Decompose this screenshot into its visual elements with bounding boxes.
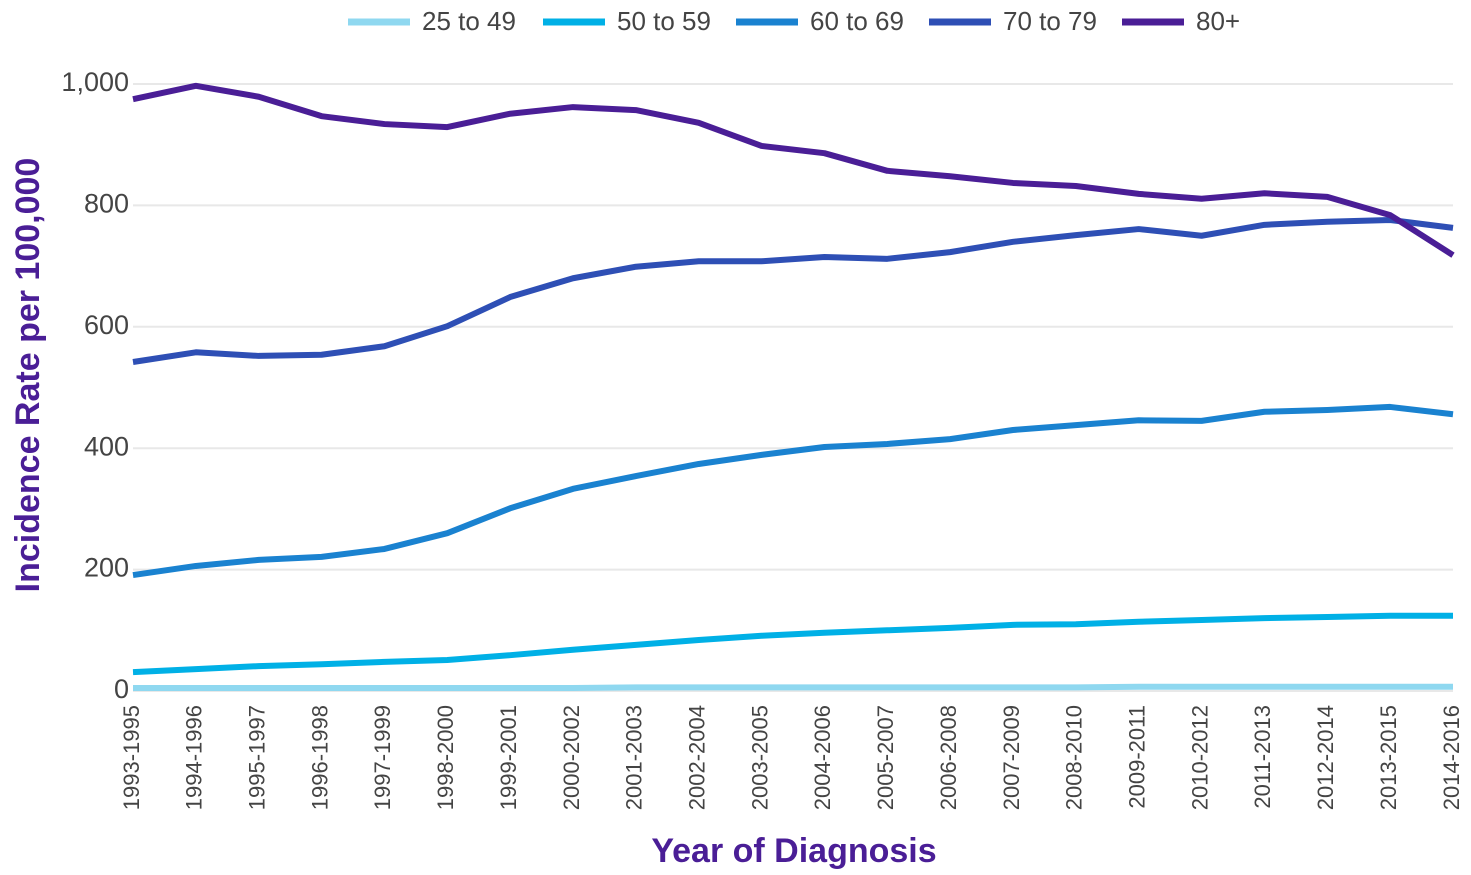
x-tick-label: 1998-2000 bbox=[433, 705, 458, 810]
legend-label: 80+ bbox=[1196, 6, 1240, 36]
x-tick-label: 2003-2005 bbox=[747, 705, 772, 810]
x-tick-label: 1995-1997 bbox=[245, 705, 270, 810]
x-tick-label: 1996-1998 bbox=[307, 705, 332, 810]
x-tick-label: 2005-2007 bbox=[873, 705, 898, 810]
line-series bbox=[132, 403, 1454, 579]
y-tick-label: 1,000 bbox=[61, 67, 129, 97]
x-tick-label: 2006-2008 bbox=[936, 705, 961, 810]
x-tick-label: 2010-2012 bbox=[1187, 705, 1212, 810]
y-tick-label: 200 bbox=[84, 553, 129, 583]
y-tick-label: 0 bbox=[114, 674, 129, 704]
legend-label: 70 to 79 bbox=[1003, 6, 1097, 36]
legend-label: 50 to 59 bbox=[617, 6, 711, 36]
x-tick-label: 2008-2010 bbox=[1062, 705, 1087, 810]
x-tick-label: 2012-2014 bbox=[1313, 705, 1338, 810]
legend-label: 60 to 69 bbox=[810, 6, 904, 36]
line-series bbox=[132, 612, 1453, 676]
legend-label: 25 to 49 bbox=[422, 6, 516, 36]
x-tick-label: 2000-2002 bbox=[559, 705, 584, 810]
x-tick-label: 1993-1995 bbox=[119, 705, 144, 810]
line-series bbox=[133, 683, 1453, 691]
y-tick-label: 600 bbox=[84, 310, 129, 340]
x-tick-label: 2007-2009 bbox=[999, 705, 1024, 810]
y-tick-label: 800 bbox=[84, 189, 129, 219]
x-tick-label: 2014-2016 bbox=[1439, 705, 1464, 810]
x-tick-label: 2004-2006 bbox=[810, 705, 835, 810]
y-axis-title: Incidence Rate per 100,000 bbox=[9, 158, 47, 593]
line-series bbox=[132, 82, 1455, 258]
x-axis-title: Year of Diagnosis bbox=[651, 832, 936, 870]
x-tick-label: 2009-2011 bbox=[1125, 705, 1150, 809]
x-tick-label: 2011-2013 bbox=[1250, 705, 1275, 809]
y-tick-label: 400 bbox=[84, 431, 129, 461]
x-tick-label: 2002-2004 bbox=[685, 705, 710, 810]
line-series bbox=[132, 216, 1454, 365]
x-tick-label: 2001-2003 bbox=[622, 705, 647, 810]
x-tick-label: 1997-1999 bbox=[370, 705, 395, 810]
x-tick-label: 2013-2015 bbox=[1376, 705, 1401, 810]
x-tick-label: 1994-1996 bbox=[182, 705, 207, 810]
x-tick-label: 1999-2001 bbox=[496, 705, 521, 810]
